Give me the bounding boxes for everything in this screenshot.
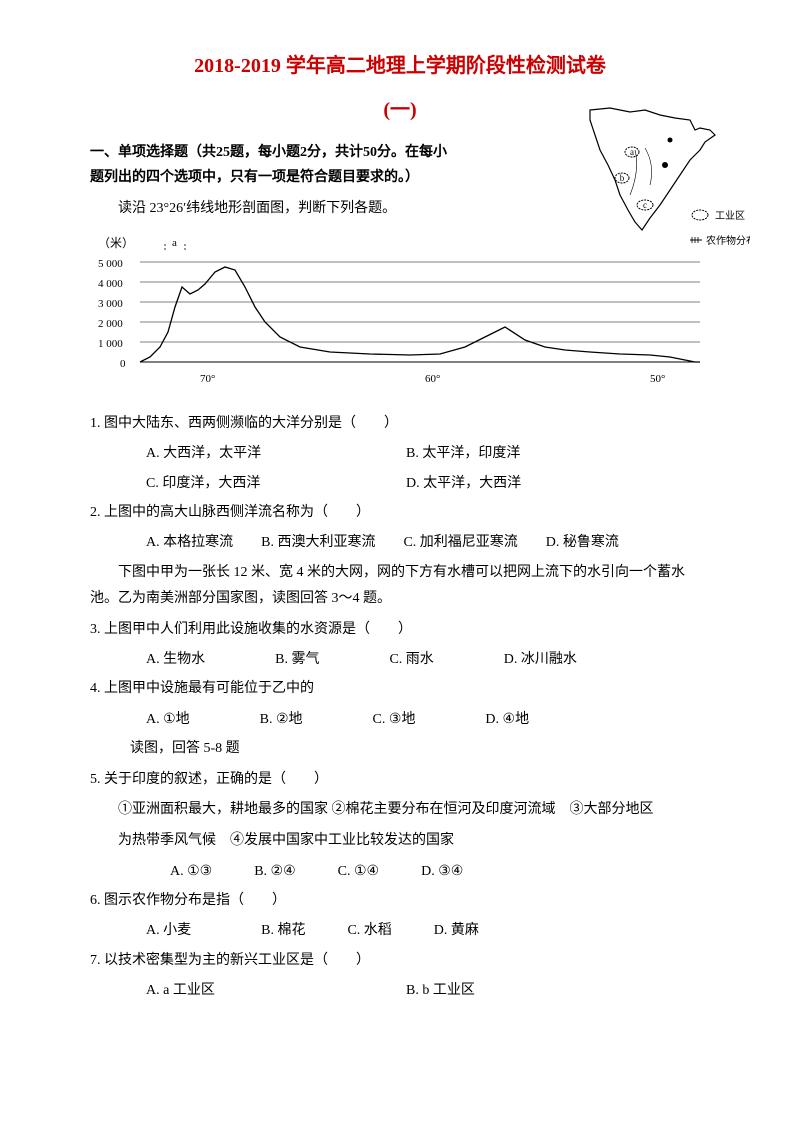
q2-options: A. 本格拉寒流 B. 西澳大利亚寒流 C. 加利福尼亚寒流 D. 秘鲁寒流: [146, 530, 710, 555]
question-2: 2. 上图中的高大山脉西侧洋流名称为（ ）: [90, 500, 710, 527]
q7-options-row1: A. a 工业区 B. b 工业区: [146, 978, 710, 1003]
q4-options: A. ①地 B. ②地 C. ③地 D. ④地: [146, 707, 710, 732]
q1-option-d: D. 太平洋，大西洋: [406, 471, 710, 496]
svg-text:c: c: [643, 200, 647, 210]
q5-options: A. ①③ B. ②④ C. ①④ D. ③④: [170, 859, 710, 884]
question-6: 6. 图示农作物分布是指（ ）: [90, 888, 710, 915]
q5-line2: 为热带季风气候 ④发展中国家中工业比较发达的国家: [118, 828, 710, 855]
svg-text:工业区: 工业区: [715, 210, 745, 222]
q6-options: A. 小麦 B. 棉花 C. 水稻 D. 黄麻: [146, 918, 710, 943]
question-1: 1. 图中大陆东、西两侧濒临的大洋分别是（ ）: [90, 411, 710, 438]
q1-option-a: A. 大西洋，太平洋: [146, 441, 406, 466]
q5-line1: ①亚洲面积最大，耕地最多的国家 ②棉花主要分布在恒河及印度河流域 ③大部分地区: [118, 797, 710, 824]
q3-options: A. 生物水 B. 雾气 C. 雨水 D. 冰川融水: [146, 647, 710, 672]
svg-text:3 000: 3 000: [98, 298, 123, 310]
question-5: 5. 关于印度的叙述，正确的是（ ）: [90, 767, 710, 794]
question-4: 4. 上图甲中设施最有可能位于乙中的: [90, 676, 710, 703]
svg-text:农作物分布区: 农作物分布区: [706, 234, 750, 247]
question-7: 7. 以技术密集型为主的新兴工业区是（ ）: [90, 948, 710, 975]
passage-2: 读图，回答 5-8 题: [130, 736, 710, 763]
q7-option-a: A. a 工业区: [146, 978, 406, 1003]
svg-text:2 000: 2 000: [98, 318, 123, 330]
svg-text:（米）: （米）: [98, 236, 134, 250]
svg-text:a: a: [630, 147, 634, 157]
svg-text:1 000: 1 000: [98, 338, 123, 350]
exam-title: 2018-2019 学年高二地理上学期阶段性检测试卷: [90, 48, 710, 84]
india-map-figure: a b c 工业区 农作物分布区: [550, 100, 750, 270]
q1-option-c: C. 印度洋，大西洋: [146, 471, 406, 496]
question-3: 3. 上图甲中人们利用此设施收集的水资源是（ ）: [90, 617, 710, 644]
svg-text:70°: 70°: [200, 373, 215, 385]
svg-text:b: b: [620, 173, 625, 183]
q1-options-row1: A. 大西洋，太平洋 B. 太平洋，印度洋: [146, 441, 710, 466]
svg-text:50°: 50°: [650, 373, 665, 385]
passage-1: 下图中甲为一张长 12 米、宽 4 米的大网，网的下方有水槽可以把网上流下的水引…: [90, 560, 710, 613]
svg-text:0: 0: [120, 358, 126, 370]
svg-text:5 000: 5 000: [98, 258, 123, 270]
q1-option-b: B. 太平洋，印度洋: [406, 441, 710, 466]
svg-text:a: a: [172, 237, 177, 249]
q7-option-b: B. b 工业区: [406, 978, 710, 1003]
section-1-header: 一、单项选择题（共25题，每小题2分，共计50分。在每小题列出的四个选项中，只有…: [90, 140, 450, 190]
svg-text:4 000: 4 000: [98, 278, 123, 290]
svg-text:60°: 60°: [425, 373, 440, 385]
q1-options-row2: C. 印度洋，大西洋 D. 太平洋，大西洋: [146, 471, 710, 496]
